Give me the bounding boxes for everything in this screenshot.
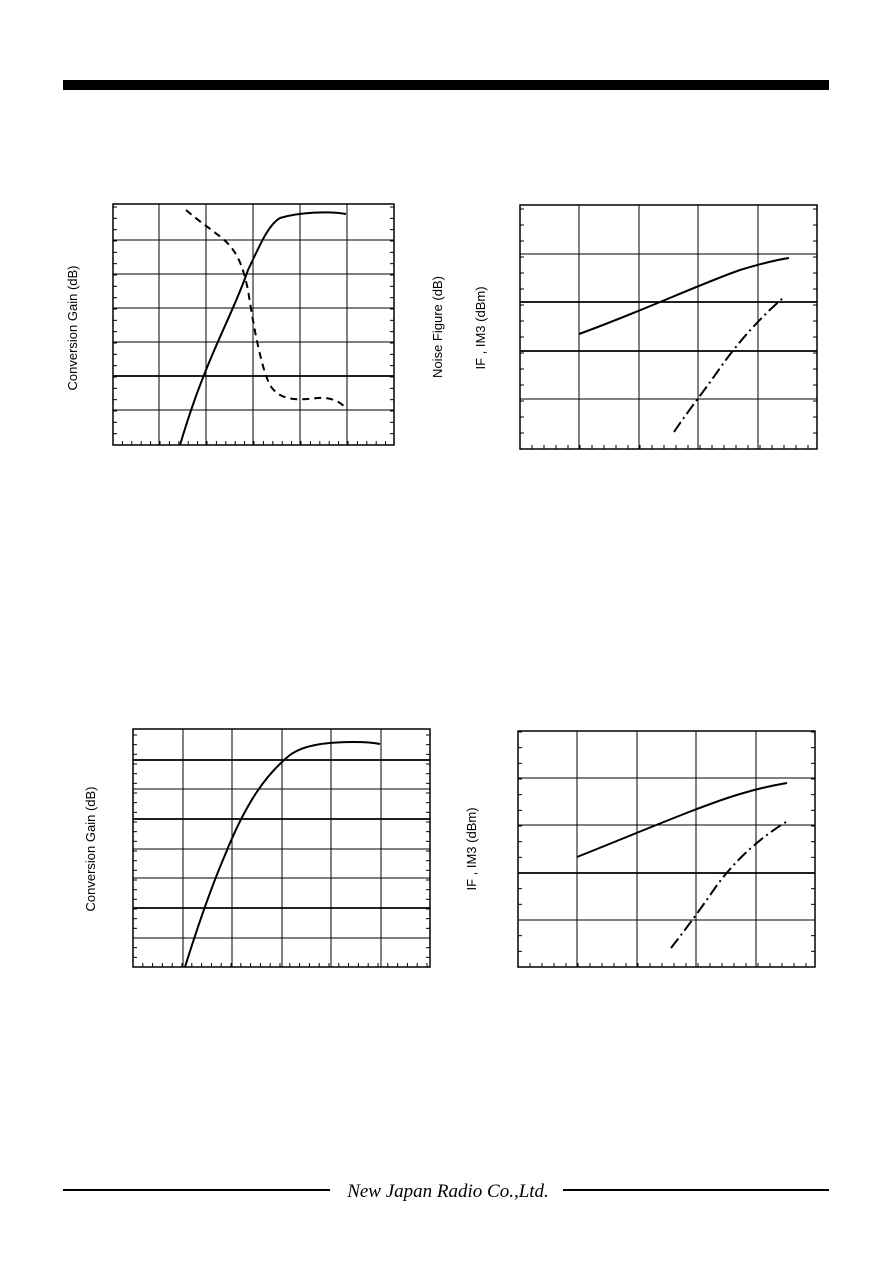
y-axis-label: IF , IM3 (dBm) bbox=[464, 807, 479, 890]
y-axis-label: Noise Figure (dB) bbox=[430, 276, 445, 378]
curve bbox=[670, 821, 787, 949]
curve bbox=[185, 209, 347, 409]
company-name: New Japan Radio Co.,Ltd. bbox=[346, 1181, 549, 1202]
plot-frame bbox=[519, 204, 818, 450]
y-axis-label: Conversion Gain (dB) bbox=[65, 266, 80, 391]
y-axis-label: IF , IM3 (dBm) bbox=[473, 286, 488, 369]
y-axis-label: Conversion Gain (dB) bbox=[83, 787, 98, 912]
header-bar bbox=[63, 80, 829, 90]
plot-frame bbox=[517, 730, 816, 968]
curve bbox=[179, 211, 347, 446]
curve bbox=[578, 257, 790, 335]
curve bbox=[673, 297, 784, 433]
curve bbox=[576, 782, 788, 858]
curve bbox=[184, 740, 381, 968]
